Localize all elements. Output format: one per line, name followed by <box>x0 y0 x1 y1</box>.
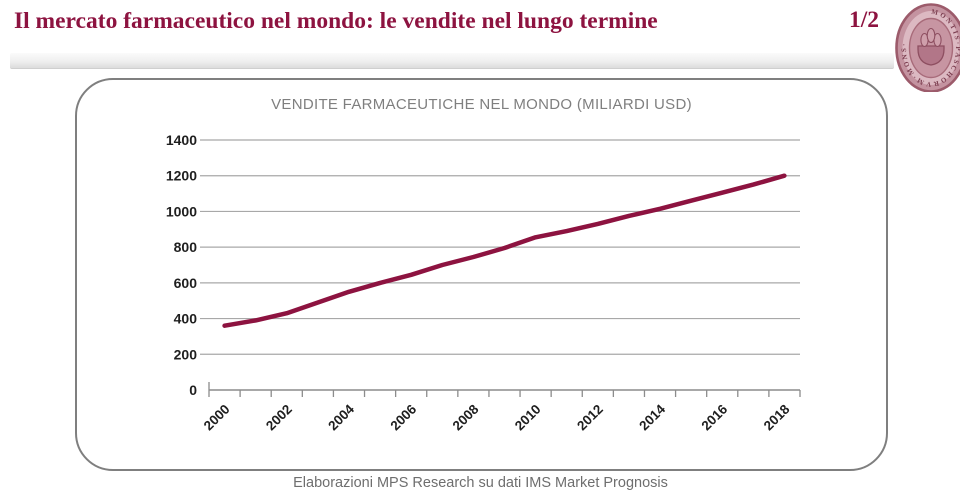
x-tick-label: 2000 <box>201 402 233 434</box>
chart-title: VENDITE FARMACEUTICHE NEL MONDO (MILIARD… <box>271 96 692 113</box>
x-tick-label: 2006 <box>387 401 419 433</box>
y-tick-label: 600 <box>174 275 198 291</box>
source-caption: Elaborazioni MPS Research su dati IMS Ma… <box>293 475 668 491</box>
page-title: Il mercato farmaceutico nel mondo: le ve… <box>14 8 658 34</box>
title-divider <box>10 53 894 69</box>
x-tick-label: 2016 <box>699 401 731 433</box>
x-tick-label: 2002 <box>263 402 295 434</box>
y-tick-label: 800 <box>174 239 198 255</box>
x-tick-label: 2012 <box>574 402 606 434</box>
x-tick-label: 2018 <box>761 401 793 433</box>
x-tick-label: 2014 <box>636 401 668 433</box>
y-tick-label: 0 <box>189 382 197 398</box>
y-tick-label: 400 <box>174 311 198 327</box>
y-tick-label: 200 <box>174 346 198 362</box>
page-number: 1/2 <box>849 7 880 33</box>
x-tick-label: 2008 <box>450 401 482 433</box>
y-tick-label: 1200 <box>166 168 197 184</box>
chart-svg: 0 200 400 600 800 1000 1200 1400 2000 2002 2004 200… <box>166 132 801 434</box>
y-tick-label: 1000 <box>166 203 197 219</box>
series-line <box>222 173 787 328</box>
x-tick-label: 2010 <box>512 402 544 434</box>
x-tick-label: 2004 <box>325 401 357 433</box>
chart-panel: VENDITE FARMACEUTICHE NEL MONDO (MILIARD… <box>75 78 888 471</box>
y-tick-label: 1400 <box>166 132 197 148</box>
